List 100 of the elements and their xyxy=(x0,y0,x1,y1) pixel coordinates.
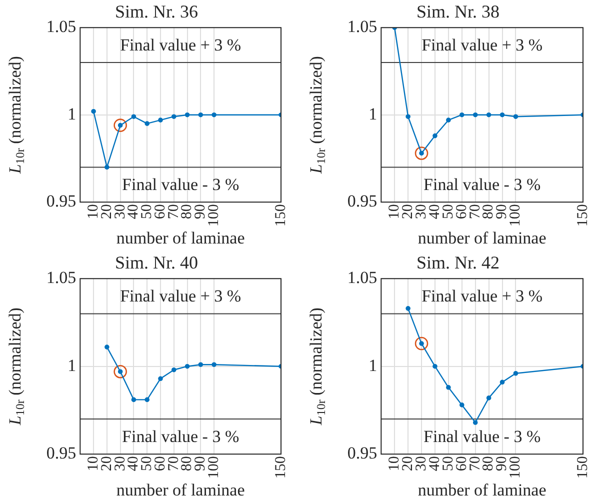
y-tick-label: 0.95 xyxy=(46,192,76,211)
point xyxy=(212,112,216,118)
y-axis-title: L10r (normalized) xyxy=(306,56,328,175)
point xyxy=(171,114,176,119)
x-axis-title: number of laminae xyxy=(116,480,245,500)
point xyxy=(198,362,204,367)
ref-line-label: Final value - 3 % xyxy=(424,175,541,194)
ref-line-label: Final value + 3 % xyxy=(422,36,543,55)
chart-title: Sim. Nr. 42 xyxy=(416,252,500,273)
x-tick-label: 150 xyxy=(574,204,591,227)
point xyxy=(459,112,464,118)
x-tick-label: 50 xyxy=(440,204,456,220)
point xyxy=(91,108,96,114)
point xyxy=(158,376,163,382)
ref-line-label: Final value + 3 % xyxy=(120,36,242,55)
point xyxy=(472,112,478,118)
chart-title: Sim. Nr. 40 xyxy=(114,252,198,273)
point xyxy=(114,118,127,132)
point xyxy=(158,118,163,122)
point xyxy=(432,364,438,369)
x-tick-label: 80 xyxy=(480,204,497,220)
point xyxy=(446,118,451,122)
ref-line-label: Final value + 3 % xyxy=(422,286,543,306)
point xyxy=(486,112,492,118)
x-tick-label: 80 xyxy=(480,456,497,472)
ref-line-label: Final value - 3 % xyxy=(122,427,240,446)
x-axis-title: number of laminae xyxy=(418,228,546,248)
point xyxy=(114,364,127,378)
chart-title: Sim. Nr. 38 xyxy=(416,2,500,22)
x-tick-label: 70 xyxy=(467,456,484,472)
x-tick-label: 10 xyxy=(386,204,403,220)
x-tick-label: 30 xyxy=(413,204,430,220)
x-tick-label: 40 xyxy=(126,456,142,472)
ref-line-label: Final value + 3 % xyxy=(120,286,242,306)
y-axis-title: L10r (normalized) xyxy=(306,308,328,426)
ref-line-label: Final value - 3 % xyxy=(424,427,541,446)
x-tick-label: 10 xyxy=(85,204,102,220)
x-tick-label: 70 xyxy=(467,204,484,220)
point xyxy=(432,133,438,138)
point xyxy=(446,385,451,390)
x-tick-label: 80 xyxy=(179,456,196,472)
x-tick-label: 100 xyxy=(508,204,524,227)
x-tick-label: 90 xyxy=(494,456,510,472)
x-tick-label: 40 xyxy=(426,204,443,220)
point xyxy=(486,396,492,400)
y-axis-title: L10r (normalized) xyxy=(5,56,28,175)
x-tick-label: 20 xyxy=(98,456,115,472)
point xyxy=(131,397,136,402)
x-tick-label: 10 xyxy=(85,456,102,472)
y-tick-label: 1 xyxy=(368,356,378,375)
x-tick-label: 30 xyxy=(112,204,128,220)
x-tick-label: 90 xyxy=(494,204,510,220)
point xyxy=(144,397,150,402)
y-tick-label: 1.05 xyxy=(46,268,76,288)
x-tick-label: 80 xyxy=(179,204,196,220)
point xyxy=(144,121,150,126)
point xyxy=(500,380,505,385)
y-tick-label: 0.95 xyxy=(347,444,378,463)
x-tick-label: 20 xyxy=(400,456,416,472)
y-tick-label: 1.05 xyxy=(347,268,378,288)
x-tick-label: 40 xyxy=(126,204,142,220)
point xyxy=(500,112,505,118)
point xyxy=(513,114,518,119)
x-tick-label: 150 xyxy=(272,456,289,479)
y-axis-title: L10r (normalized) xyxy=(5,308,28,426)
point xyxy=(212,362,216,367)
x-tick-label: 30 xyxy=(413,456,430,472)
point xyxy=(198,112,204,118)
y-tick-label: 1.05 xyxy=(347,17,378,36)
x-tick-label: 10 xyxy=(386,456,403,472)
y-tick-label: 1 xyxy=(368,104,378,124)
point xyxy=(472,420,478,425)
x-tick-label: 50 xyxy=(440,456,456,472)
x-tick-label: 20 xyxy=(98,204,115,220)
point xyxy=(184,364,190,369)
x-axis-title: number of laminae xyxy=(116,228,245,248)
x-tick-label: 60 xyxy=(454,456,470,472)
point xyxy=(406,114,410,119)
point xyxy=(459,402,464,408)
x-tick-label: 70 xyxy=(166,204,182,220)
x-tick-label: 150 xyxy=(272,204,289,227)
y-tick-label: 1.05 xyxy=(46,17,76,36)
point xyxy=(104,344,110,350)
point xyxy=(406,306,410,311)
ref-line-label: Final value - 3 % xyxy=(122,175,240,194)
y-tick-label: 0.95 xyxy=(347,192,378,211)
x-tick-label: 70 xyxy=(166,456,182,472)
point xyxy=(414,336,428,350)
point xyxy=(414,146,428,160)
x-tick-label: 150 xyxy=(574,456,591,479)
point xyxy=(184,112,190,118)
y-tick-label: 1 xyxy=(68,356,76,375)
x-tick-label: 100 xyxy=(508,456,524,479)
x-axis-title: number of laminae xyxy=(418,480,546,500)
x-tick-label: 60 xyxy=(454,204,470,220)
y-tick-label: 0.95 xyxy=(46,444,76,463)
point xyxy=(513,370,518,376)
y-tick-label: 1 xyxy=(68,104,76,124)
point xyxy=(171,367,176,372)
x-tick-label: 30 xyxy=(112,456,128,472)
